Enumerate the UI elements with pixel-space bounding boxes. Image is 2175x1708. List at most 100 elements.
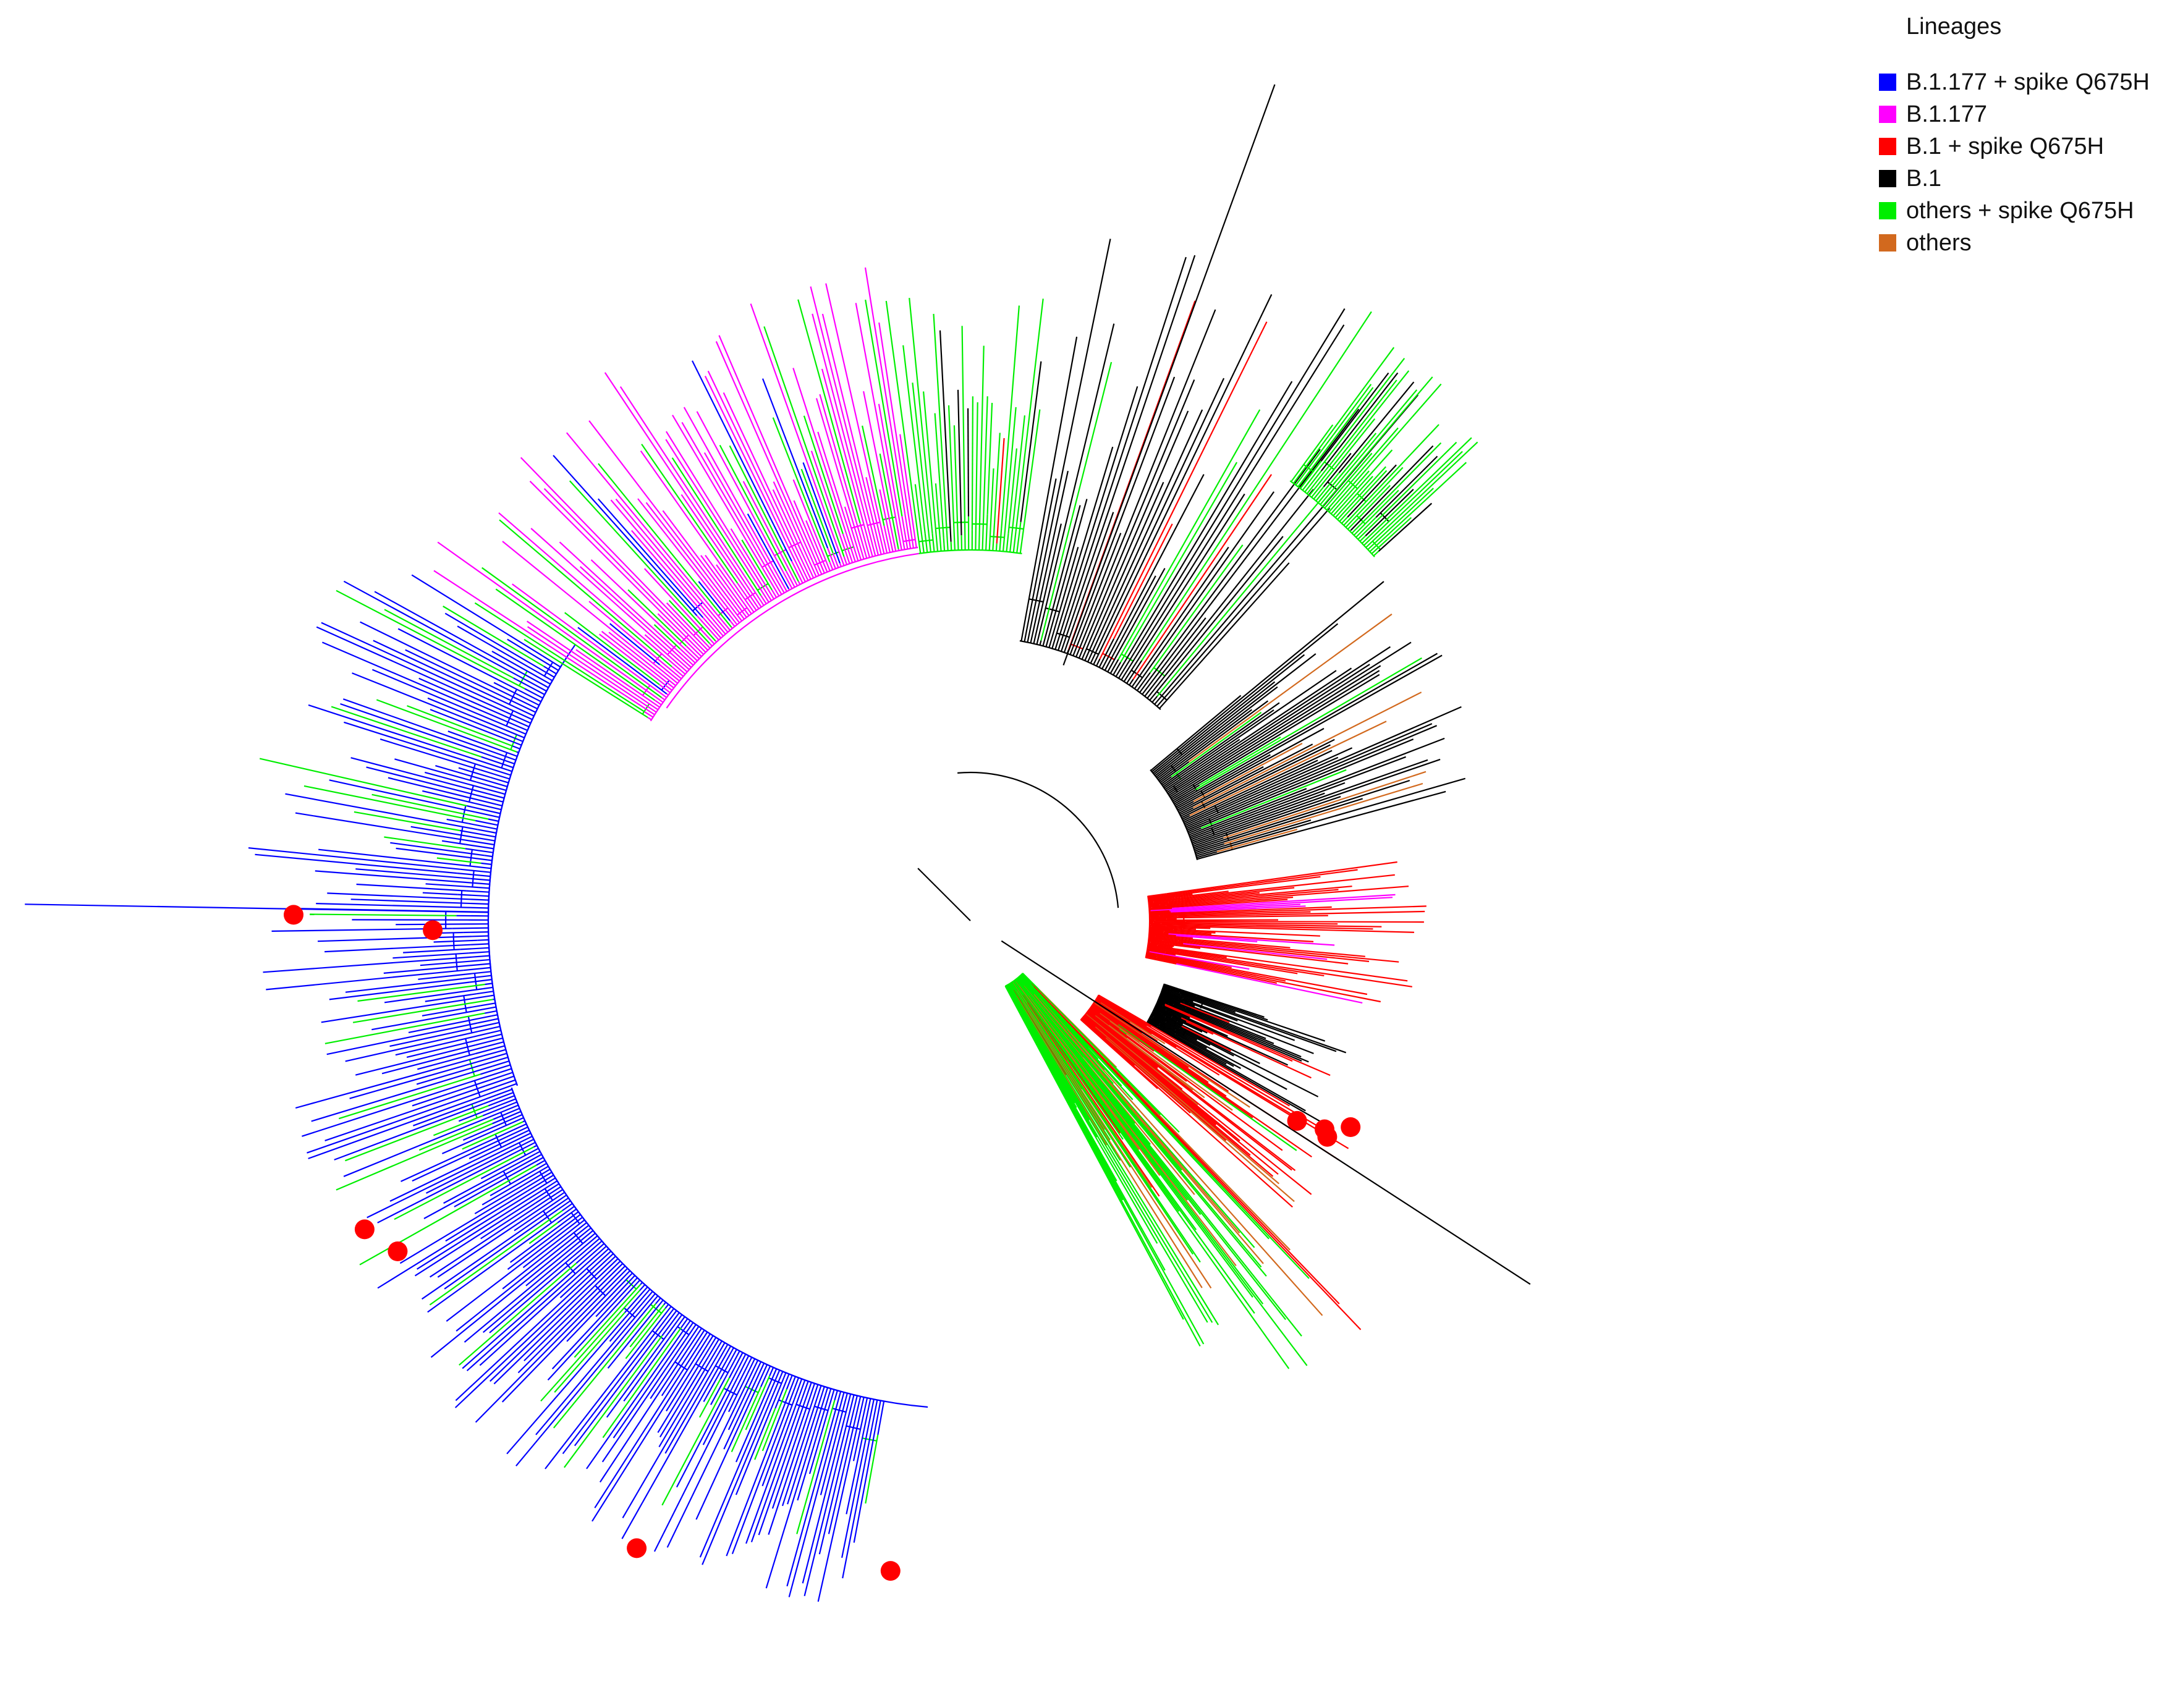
clade-b1177-q675h-tip — [786, 1417, 834, 1587]
clade-b1177-tip — [566, 432, 723, 621]
clade-others-q675h-island-stem — [1315, 472, 1340, 502]
clade-b1177-q675h-stem — [834, 1390, 838, 1401]
clade-b1177-tip — [825, 283, 884, 539]
clade-b1177-q675h-tip — [765, 1411, 821, 1589]
clade-b1177-q675h-upper-tip — [263, 957, 458, 973]
clade-b1177-q675h-stem — [587, 1232, 596, 1240]
clade-b1177-q675h-tip — [454, 1277, 593, 1408]
clade-b1177-q675h-upper-stem — [501, 792, 506, 795]
clade-b1177-tip — [641, 444, 739, 584]
clade-b1-lower-stem — [1148, 1018, 1176, 1035]
clade-b1177-stem — [712, 619, 726, 635]
clade-b1-lower-stem — [1155, 1004, 1167, 1011]
clade-b1177-q675h-tip — [399, 1186, 527, 1264]
clade-b1-right-tip — [1188, 613, 1393, 763]
clade-b1177-q675h-upper-tip — [417, 1052, 476, 1070]
clade-b1177-q675h-upper-tip — [441, 840, 467, 845]
clade-b1-lower-tip — [1189, 1013, 1302, 1062]
clade-b1-q675h-right-tip — [1153, 893, 1193, 900]
clade-b1-lower-tip — [1181, 1025, 1231, 1052]
clade-b1-upper-stem — [1109, 659, 1119, 674]
clade-b1177-q675h-tip — [481, 1169, 544, 1206]
clade-b1-q675h-right-tip — [1174, 890, 1229, 898]
clade-b1-right-stem — [1189, 829, 1206, 837]
clade-b1-upper-stem — [1115, 662, 1126, 677]
clade-b1-upper-tip — [1164, 489, 1314, 677]
clade-b1177-tip — [705, 554, 736, 596]
clade-b1177-q675h-upper-tip — [407, 705, 513, 747]
clade-b1177-tip — [437, 541, 663, 703]
clade-b1177-q675h-tip — [443, 1153, 536, 1204]
clade-b1-upper-stem — [1098, 638, 1115, 668]
clade-b1-q675h-right-tip — [1172, 949, 1227, 958]
clade-b1177-q675h-stem — [794, 1379, 803, 1400]
clade-b1-q675h-right-tip — [1168, 886, 1352, 904]
clade-b1177-q675h-upper-tip — [317, 936, 470, 942]
clade-b1-upper-tip — [1050, 499, 1088, 628]
clade-others-bottom-stem — [1004, 986, 1022, 1017]
clade-others-q675h-island-tip — [1378, 502, 1433, 552]
clade-b1177-q675h-tip — [389, 1144, 507, 1202]
clade-b1-q675h-lower-tip — [1105, 1034, 1274, 1177]
clade-b1-upper-tip — [1150, 491, 1274, 666]
clade-b1177-q675h-tip — [343, 1117, 488, 1177]
clade-b1177-stem — [666, 693, 669, 696]
clade-others-top-tip — [989, 468, 994, 543]
clade-b1177-tip — [793, 500, 815, 549]
clade-b1177-q675h-tip — [607, 1327, 642, 1369]
clade-b1177-q675h-upper-stem — [542, 655, 561, 668]
clade-b1-lower-stem — [1163, 986, 1180, 994]
clade-others-q675h-island-tip — [1338, 381, 1415, 473]
clade-b1177-q675h-tip — [622, 1365, 712, 1518]
clade-others-top-tip — [953, 425, 959, 532]
clade-b1177-q675h-tip — [367, 1151, 501, 1219]
clade-b1177-tip — [590, 559, 685, 649]
clade-b1-right-stem — [1177, 806, 1188, 813]
clade-b1177-tip — [750, 303, 841, 556]
clade-b1177-q675h-stem — [523, 1129, 530, 1134]
tree-branches — [25, 84, 1531, 1602]
clade-b1177-q675h-upper-stem — [457, 955, 490, 959]
clade-b1-right-tip — [1189, 759, 1318, 821]
clade-b1-upper-tip — [1127, 493, 1245, 676]
clade-b1177-q675h-tip — [788, 1402, 842, 1597]
clade-b1177-q675h-stem — [840, 1392, 845, 1403]
clade-b1-right-tip — [1227, 798, 1363, 842]
clade-b1177-q675h-tip — [535, 1312, 640, 1435]
clade-b1177-q675h-upper-stem — [512, 727, 527, 735]
clade-b1-q675h-right-stem — [1148, 944, 1172, 949]
clade-b1-q675h-right-tip — [1150, 915, 1328, 919]
clade-others-q675h-island-stem — [1365, 544, 1369, 548]
clade-b1177-stem — [876, 522, 885, 554]
clade-b1177-q675h-upper-tip — [390, 842, 485, 856]
clade-b1-right-tip — [1203, 723, 1433, 822]
clade-b1177-tip — [862, 425, 885, 526]
clade-b1177-q675h-upper-tip — [371, 669, 512, 729]
clade-b1177-q675h-stem — [833, 1391, 842, 1418]
clade-b1177-q675h-tip — [522, 1219, 585, 1269]
clade-b1177-stem — [803, 557, 815, 578]
clade-b1-upper-stem — [1081, 654, 1085, 660]
clade-others-top-arc — [918, 549, 1022, 554]
clade-others-top-tip — [1015, 298, 1044, 532]
clade-b1177-q675h-stem — [877, 1401, 885, 1435]
clade-others-top-stem — [924, 533, 928, 553]
clade-b1-right-stem — [1177, 801, 1194, 811]
clade-b1177-stem — [724, 604, 740, 624]
clade-b1177-q675h-tip — [842, 1427, 873, 1579]
clade-b1177-tip — [730, 528, 768, 588]
clade-b1-right-stem — [1182, 808, 1210, 822]
clade-b1-lower-stem — [1148, 1020, 1160, 1028]
clade-b1177-q675h-tip — [771, 1414, 805, 1509]
clade-b1-lower-stem — [1156, 1003, 1188, 1019]
clade-b1177-q675h-stem — [811, 1384, 819, 1404]
clade-b1177-q675h-upper-tip — [416, 1057, 507, 1085]
clade-b1177-tip — [696, 411, 778, 562]
clade-b1-q675h-right-tip — [1176, 963, 1363, 1004]
clade-b1177-q675h-tip — [787, 1392, 823, 1505]
clade-b1-right-stem — [1150, 752, 1173, 771]
clade-b1177-q675h-upper-tip — [435, 765, 488, 782]
clade-others-top-stem — [995, 543, 998, 551]
clade-b1177-stem — [752, 593, 762, 608]
clade-b1177-q675h-tip — [728, 1389, 740, 1413]
